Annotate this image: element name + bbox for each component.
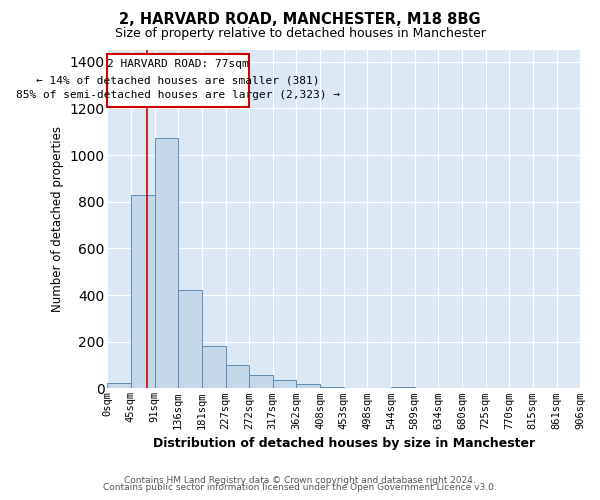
Bar [272,380,296,388]
Bar [107,382,131,388]
Bar [249,375,272,388]
Text: 2 HARVARD ROAD: 77sqm: 2 HARVARD ROAD: 77sqm [107,59,249,69]
Bar [107,54,249,107]
Text: ← 14% of detached houses are smaller (381): ← 14% of detached houses are smaller (38… [37,76,320,86]
Bar [155,138,178,388]
Bar [296,384,320,388]
Bar [320,387,344,388]
Bar [202,346,226,389]
Text: 2, HARVARD ROAD, MANCHESTER, M18 8BG: 2, HARVARD ROAD, MANCHESTER, M18 8BG [119,12,481,28]
Text: 85% of semi-detached houses are larger (2,323) →: 85% of semi-detached houses are larger (… [16,90,340,100]
Bar [131,194,155,388]
Y-axis label: Number of detached properties: Number of detached properties [51,126,64,312]
Text: Contains HM Land Registry data © Crown copyright and database right 2024.: Contains HM Land Registry data © Crown c… [124,476,476,485]
Bar [178,290,202,388]
Bar [226,365,249,388]
Bar [391,387,415,388]
Text: Size of property relative to detached houses in Manchester: Size of property relative to detached ho… [115,28,485,40]
X-axis label: Distribution of detached houses by size in Manchester: Distribution of detached houses by size … [152,437,535,450]
Text: Contains public sector information licensed under the Open Government Licence v3: Contains public sector information licen… [103,484,497,492]
